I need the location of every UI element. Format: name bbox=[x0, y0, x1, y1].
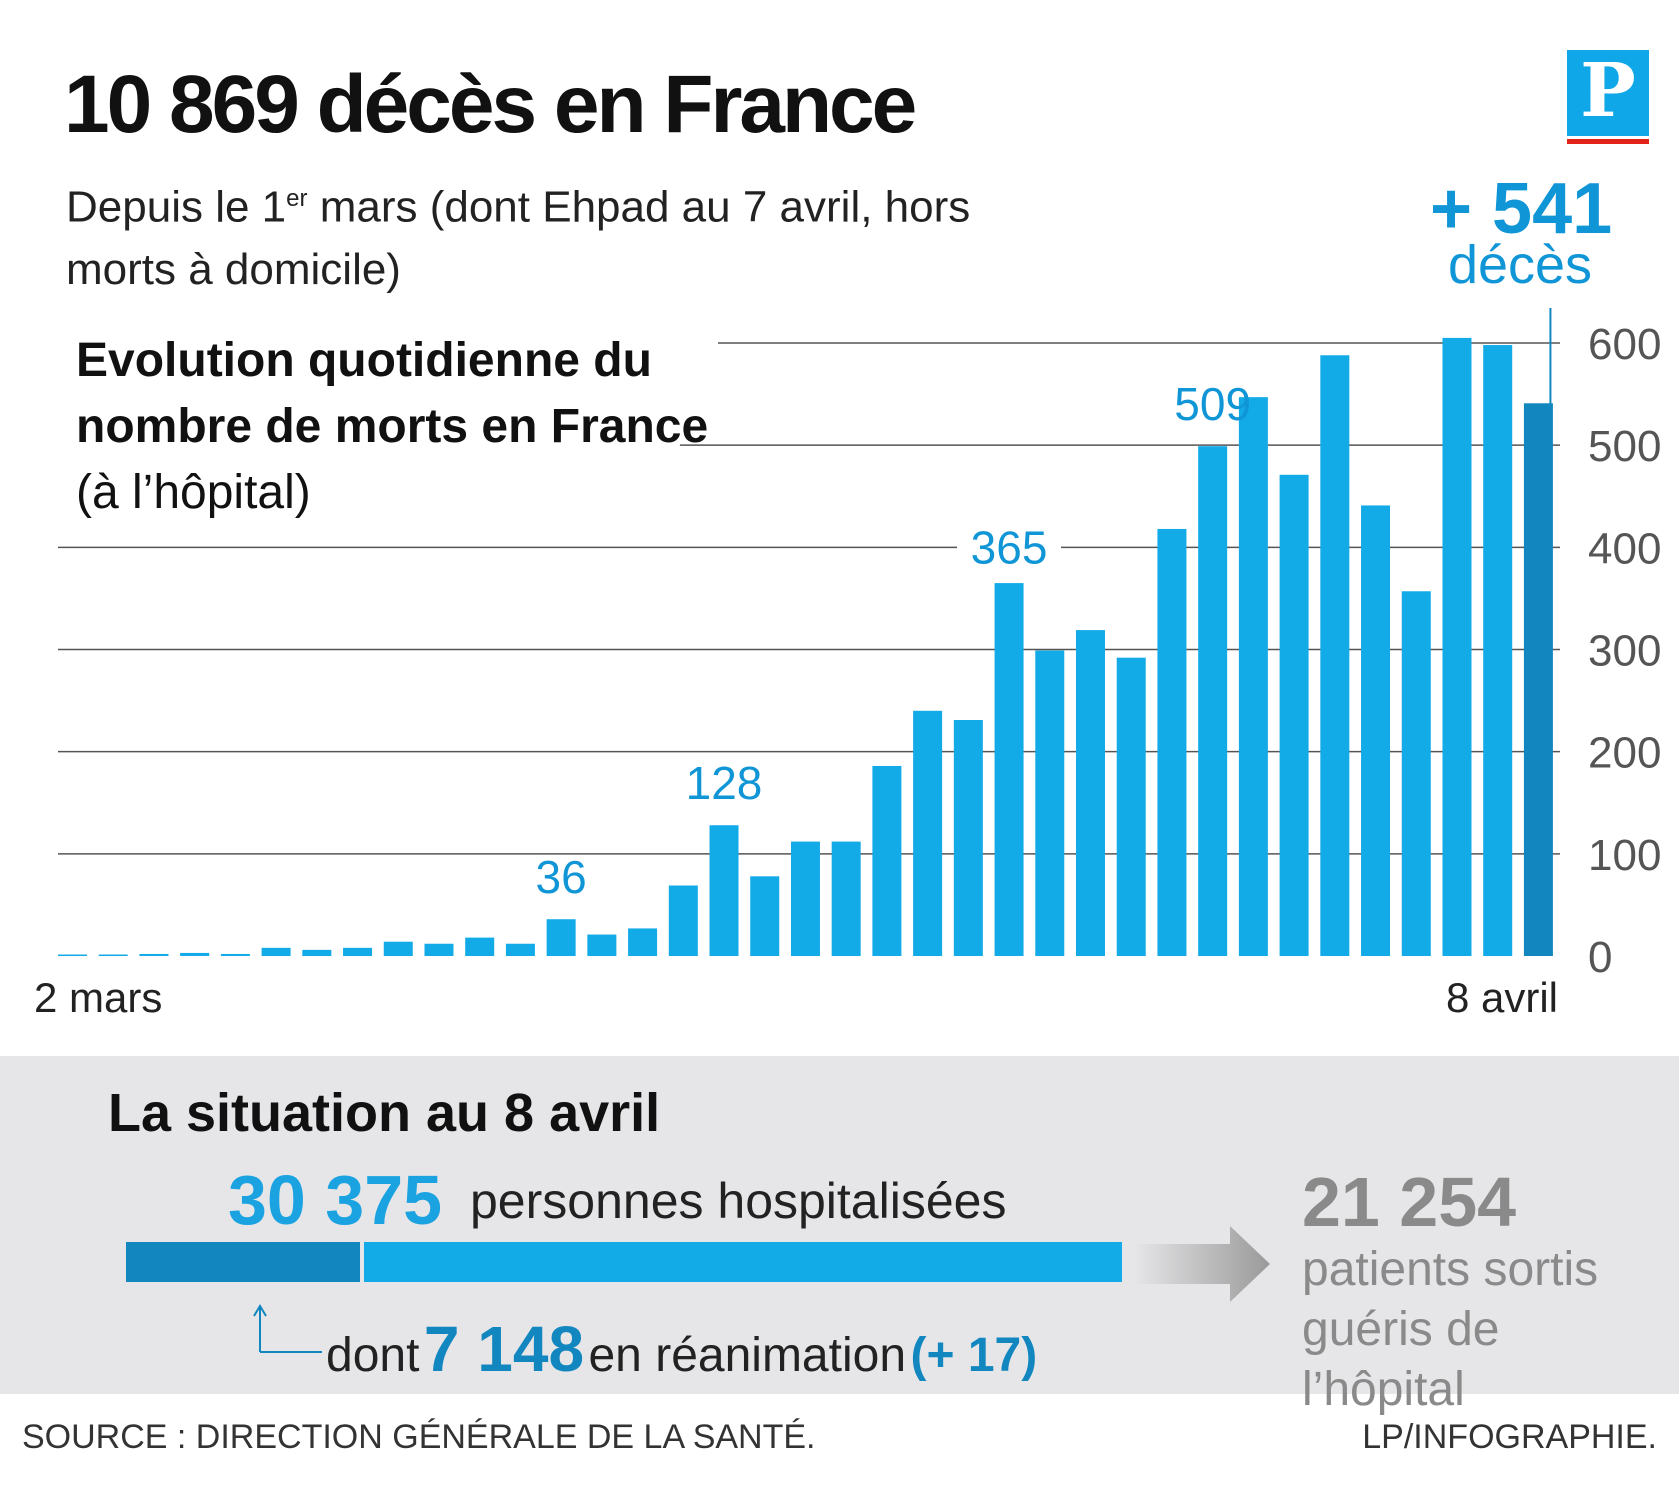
x-axis-labels: 2 mars 8 avril bbox=[34, 974, 1558, 1021]
highlight-value: + 541 bbox=[1430, 169, 1613, 249]
bar bbox=[424, 943, 454, 956]
recovered-value: 21 254 bbox=[1302, 1163, 1517, 1241]
label-mask bbox=[957, 517, 1062, 574]
bar bbox=[261, 947, 291, 956]
icu-prefix: dont bbox=[326, 1329, 420, 1382]
data-labels: 36 128 365 509 bbox=[536, 378, 1251, 903]
y-tick-label: 500 bbox=[1588, 422, 1661, 471]
bar bbox=[1238, 397, 1268, 957]
bar bbox=[668, 885, 698, 956]
bar bbox=[994, 583, 1024, 956]
bar bbox=[1279, 474, 1309, 956]
subtitle: Depuis le 1er mars (dont Ehpad au 7 avri… bbox=[66, 168, 1046, 301]
credit-note: LP/INFOGRAPHIE. bbox=[1362, 1418, 1657, 1456]
bar bbox=[709, 825, 739, 956]
chart-heading-light: (à l’hôpital) bbox=[76, 466, 311, 519]
subtitle-part1: Depuis le 1 bbox=[66, 182, 287, 232]
bar bbox=[750, 876, 780, 956]
chart-heading: Evolution quotidienne du nombre de morts… bbox=[76, 328, 736, 526]
bar bbox=[628, 928, 658, 956]
bar bbox=[831, 841, 861, 956]
y-tick-label: 200 bbox=[1588, 729, 1661, 778]
bar bbox=[1483, 345, 1513, 956]
logo-red-stripe bbox=[1567, 139, 1649, 144]
y-tick-label: 300 bbox=[1588, 627, 1661, 676]
bar bbox=[465, 937, 495, 956]
situation-title: La situation au 8 avril bbox=[108, 1083, 661, 1143]
hospitalised-bar bbox=[364, 1242, 1122, 1282]
bar bbox=[1320, 355, 1350, 956]
bar bbox=[505, 943, 535, 956]
chart-bars bbox=[58, 337, 1553, 957]
bar bbox=[302, 949, 332, 956]
icu-line: dont 7 148 en réanimation (+ 17) bbox=[326, 1312, 1037, 1386]
bar bbox=[1361, 505, 1391, 956]
chart-gridlines bbox=[58, 342, 1560, 855]
y-axis-ticks: 0 100 200 300 400 500 600 bbox=[1588, 320, 1661, 982]
bar bbox=[220, 953, 250, 956]
logo-letter: P bbox=[1580, 48, 1636, 134]
bar bbox=[383, 941, 413, 956]
bar bbox=[1198, 446, 1228, 956]
x-end-label: 8 avril bbox=[1446, 974, 1558, 1021]
bar bbox=[1523, 403, 1553, 956]
bar bbox=[139, 953, 169, 956]
hospitalised-value: 30 375 bbox=[228, 1161, 443, 1239]
daily-deaths-chart: 0 100 200 300 400 500 600 36 128 365 509 2 mars 8 … bbox=[34, 308, 1661, 1021]
y-tick-label: 400 bbox=[1588, 524, 1661, 573]
bar bbox=[1116, 657, 1146, 956]
le-parisien-logo: P bbox=[1567, 48, 1649, 144]
data-label: 365 bbox=[971, 521, 1048, 573]
bar bbox=[587, 934, 617, 956]
bar bbox=[1401, 591, 1431, 956]
data-label: 128 bbox=[686, 757, 763, 809]
data-label: 36 bbox=[536, 851, 587, 903]
page-title: 10 869 décès en France bbox=[64, 59, 917, 150]
chart-heading-bold: Evolution quotidienne du nombre de morts… bbox=[76, 334, 709, 453]
right-arrow-icon bbox=[1134, 1226, 1270, 1302]
bar bbox=[872, 765, 902, 956]
icu-label: en réanimation bbox=[588, 1329, 907, 1382]
bar bbox=[1076, 630, 1105, 956]
icu-value: 7 148 bbox=[423, 1313, 585, 1385]
bar bbox=[1035, 650, 1065, 956]
recovered-label: patients sortis guéris de l’hôpital bbox=[1302, 1243, 1599, 1416]
icu-delta: (+ 17) bbox=[910, 1329, 1038, 1382]
subtitle-superscript: er bbox=[286, 185, 308, 212]
situation-panel bbox=[0, 1056, 1679, 1394]
bar bbox=[953, 719, 983, 956]
bar bbox=[790, 841, 820, 956]
bar bbox=[343, 947, 373, 956]
hospitalised-label: personnes hospitalisées bbox=[470, 1173, 1007, 1229]
bar bbox=[546, 919, 576, 956]
highlight-unit: décès bbox=[1447, 235, 1593, 295]
y-tick-label: 100 bbox=[1588, 831, 1661, 880]
y-tick-label: 600 bbox=[1588, 320, 1661, 369]
icu-share-bar bbox=[126, 1242, 360, 1282]
data-label: 509 bbox=[1174, 378, 1251, 430]
bar bbox=[58, 954, 87, 956]
subtitle-part2: mars (dont Ehpad au 7 avril, hors morts … bbox=[66, 182, 971, 294]
bar bbox=[1442, 337, 1472, 956]
corner-arrow-icon bbox=[253, 1304, 322, 1353]
bar bbox=[180, 952, 210, 956]
source-note: SOURCE : DIRECTION GÉNÉRALE DE LA SANTÉ. bbox=[22, 1418, 816, 1456]
bar bbox=[1157, 528, 1187, 956]
y-tick-label: 0 bbox=[1588, 933, 1612, 982]
x-start-label: 2 mars bbox=[34, 974, 162, 1021]
bar bbox=[913, 710, 943, 956]
bar bbox=[98, 954, 128, 956]
